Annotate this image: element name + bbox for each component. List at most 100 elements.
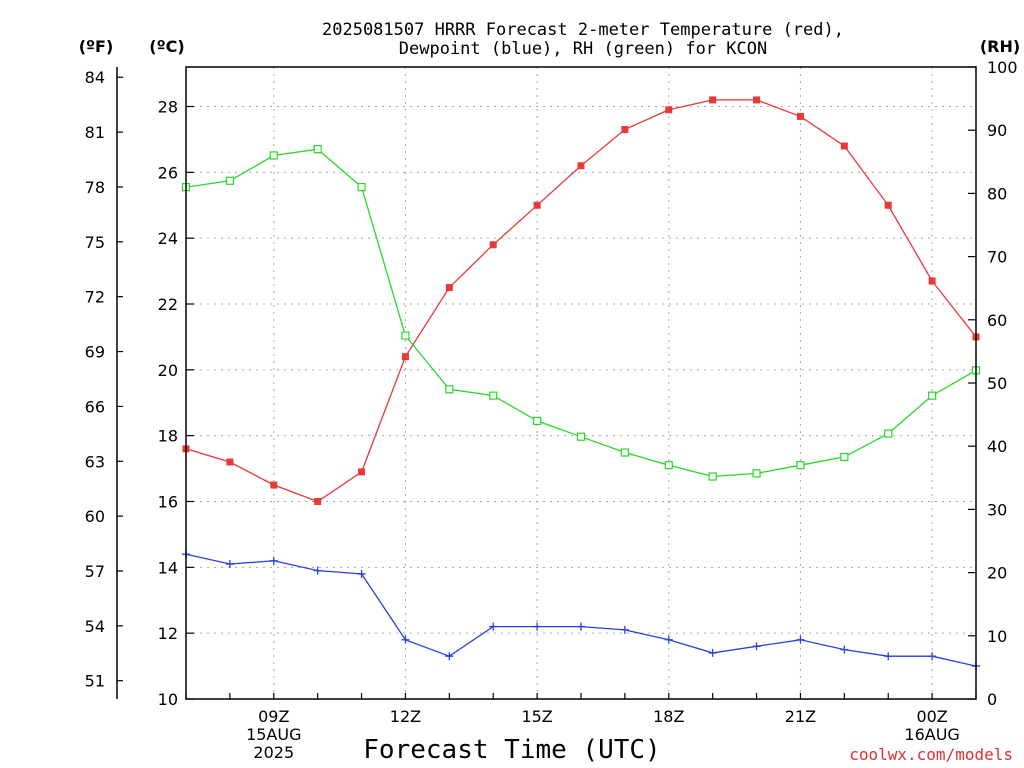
temperature-point [445,284,453,292]
dewpoint-point [225,560,234,569]
relative_humidity-point [269,151,278,160]
relative_humidity-point [884,429,893,438]
credit-text: coolwx.com/models [849,745,1013,764]
fahrenheit-tick-label: 54 [85,617,105,636]
rh-tick-label: 100 [987,58,1018,77]
rh-tick-label: 70 [987,248,1007,267]
celsius-tick-label: 22 [158,295,178,314]
plot-frame [185,66,977,700]
rh-tick-label: 10 [987,627,1007,646]
rh-tick-label: 40 [987,437,1007,456]
rh-tick-label: 30 [987,500,1007,519]
dewpoint-point [884,652,893,661]
temperature-point [401,353,409,361]
rh-tick-label: 0 [987,690,997,709]
rh-tick-label: 50 [987,374,1007,393]
x-axis-label: Forecast Time (UTC) [363,735,660,765]
dewpoint-point [620,625,629,634]
fahrenheit-tick-label: 84 [85,68,105,87]
rh-tick-label: 90 [987,121,1007,140]
celsius-tick-label: 18 [158,427,178,446]
temperature-point [884,201,892,209]
rh-tick-label: 20 [987,564,1007,583]
x-tick-label: 12Z [390,707,421,726]
x-tick-label: 15AUG [246,725,301,744]
relative_humidity-point [401,331,410,340]
x-tick-label: 18Z [653,707,684,726]
dewpoint-point [664,635,673,644]
dewpoint-line [185,553,977,667]
relative_humidity-point [752,469,761,478]
celsius-tick-label: 16 [158,493,178,512]
fahrenheit-tick-label: 75 [85,233,105,252]
fahrenheit-tick-label: 51 [85,672,105,691]
temperature-point [928,277,936,285]
celsius-tick-label: 10 [158,690,178,709]
dewpoint-point [840,645,849,654]
rh-tick-label: 60 [987,311,1007,330]
temperature-point [753,96,761,104]
celsius-tick-label: 26 [158,163,178,182]
rh-axis-unit: (RH) [980,37,1020,56]
relative_humidity-point [620,448,629,457]
axis-layer: 10 12 14 16 18 20 22 24 26 28 51 54 57 60 63 66 69 72 75 78… [85,58,1018,762]
fahrenheit-tick-label: 60 [85,507,105,526]
temperature-point [270,481,278,489]
series-layer [181,96,981,671]
x-tick-label: 21Z [785,707,816,726]
dewpoint-point [357,569,366,578]
temperature-point [621,126,629,134]
celsius-tick-label: 12 [158,624,178,643]
relative_humidity-point [576,432,586,441]
x-tick-label: 15Z [521,707,552,726]
relative_humidity-point [928,391,937,400]
fahrenheit-tick-label: 72 [85,288,105,307]
celsius-tick-label: 28 [158,98,178,117]
dewpoint-point [577,622,585,631]
relative_humidity-point [533,416,542,426]
x-tick-label: 16AUG [904,725,959,744]
fahrenheit-axis-unit: (ºF) [79,37,114,56]
dewpoint-point [796,635,805,644]
relative_humidity-point [840,452,849,462]
chart-title-line-2: Dewpoint (blue), RH (green) for KCON [399,39,767,59]
temperature-point [840,142,848,150]
relative_humidity-point [708,472,717,481]
temperature-point [358,468,366,476]
relative_humidity-point [313,145,322,154]
fahrenheit-tick-label: 81 [85,123,105,142]
dewpoint-point [533,622,542,631]
celsius-tick-label: 24 [158,229,178,248]
dewpoint-point [313,566,322,575]
temperature-point [709,96,717,104]
dewpoint-point [269,556,278,565]
dewpoint-point [708,648,717,657]
fahrenheit-tick-label: 78 [85,178,105,197]
dewpoint-point [752,642,761,651]
celsius-tick-label: 14 [158,558,178,577]
x-tick-label: 2025 [253,743,294,762]
temperature-point [314,498,322,505]
temperature-point [226,458,234,466]
fahrenheit-tick-label: 63 [85,452,105,471]
rh-tick-label: 80 [987,184,1007,203]
x-tick-label: 00Z [916,707,947,726]
temperature-point [533,201,541,209]
fahrenheit-tick-label: 69 [85,343,105,362]
dewpoint-point [445,652,454,661]
relative_humidity-point [796,461,805,470]
grid-layer [186,67,976,699]
relative_humidity-point [445,385,454,394]
temperature-point [489,241,497,249]
fahrenheit-tick-label: 66 [85,397,105,416]
dewpoint-point [928,652,937,661]
dewpoint-point [489,622,498,631]
chart-title-line-1: 2025081507 HRRR Forecast 2-meter Tempera… [322,20,844,40]
relative_humidity-point [357,182,366,192]
x-tick-label: 09Z [258,707,289,726]
celsius-axis-unit: (ºC) [149,37,184,56]
temperature-line [185,99,977,503]
celsius-tick-label: 20 [158,361,178,380]
temperature-point [796,112,804,120]
fahrenheit-tick-label: 57 [85,562,105,581]
